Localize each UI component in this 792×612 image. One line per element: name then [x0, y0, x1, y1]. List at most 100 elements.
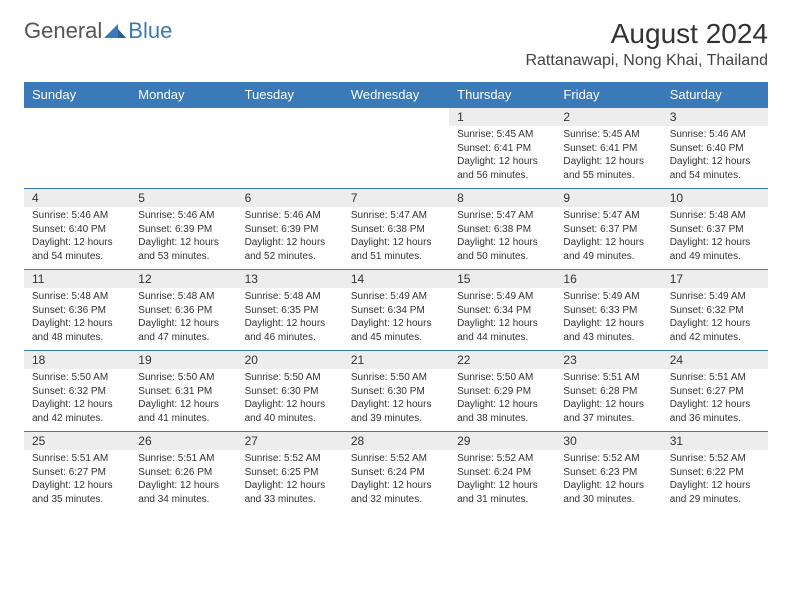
day-content-cell: Sunrise: 5:46 AMSunset: 6:40 PMDaylight:…: [24, 207, 130, 270]
day-number-cell: 15: [449, 270, 555, 289]
day-number: 13: [237, 270, 343, 288]
day-content-cell: Sunrise: 5:52 AMSunset: 6:25 PMDaylight:…: [237, 450, 343, 512]
day-number-cell: 10: [662, 189, 768, 208]
day-number-cell: 5: [130, 189, 236, 208]
day-number: 19: [130, 351, 236, 369]
day-content-cell: Sunrise: 5:52 AMSunset: 6:24 PMDaylight:…: [449, 450, 555, 512]
day-number: 9: [555, 189, 661, 207]
day-content-row: Sunrise: 5:48 AMSunset: 6:36 PMDaylight:…: [24, 288, 768, 351]
day-number-cell: 20: [237, 351, 343, 370]
day-number-cell: 16: [555, 270, 661, 289]
day-number: 26: [130, 432, 236, 450]
day-content-cell: Sunrise: 5:48 AMSunset: 6:36 PMDaylight:…: [130, 288, 236, 351]
day-content-cell: Sunrise: 5:52 AMSunset: 6:24 PMDaylight:…: [343, 450, 449, 512]
title-block: August 2024 Rattanawapi, Nong Khai, Thai…: [525, 18, 768, 70]
day-content: Sunrise: 5:47 AMSunset: 6:38 PMDaylight:…: [343, 207, 449, 269]
day-number-cell: 18: [24, 351, 130, 370]
empty-day-content: [130, 126, 236, 189]
day-content: Sunrise: 5:48 AMSunset: 6:35 PMDaylight:…: [237, 288, 343, 350]
day-content: Sunrise: 5:45 AMSunset: 6:41 PMDaylight:…: [555, 126, 661, 188]
calendar-head: SundayMondayTuesdayWednesdayThursdayFrid…: [24, 82, 768, 108]
day-number: 28: [343, 432, 449, 450]
logo-text-general: General: [24, 18, 102, 44]
day-content-cell: Sunrise: 5:49 AMSunset: 6:32 PMDaylight:…: [662, 288, 768, 351]
day-content: Sunrise: 5:51 AMSunset: 6:27 PMDaylight:…: [24, 450, 130, 512]
day-number-cell: 12: [130, 270, 236, 289]
day-content-cell: Sunrise: 5:48 AMSunset: 6:36 PMDaylight:…: [24, 288, 130, 351]
day-number: 20: [237, 351, 343, 369]
empty-day-number: [343, 108, 449, 127]
day-content: Sunrise: 5:46 AMSunset: 6:40 PMDaylight:…: [24, 207, 130, 269]
day-number-cell: 17: [662, 270, 768, 289]
day-number: 31: [662, 432, 768, 450]
day-content: Sunrise: 5:52 AMSunset: 6:23 PMDaylight:…: [555, 450, 661, 512]
header: General Blue August 2024 Rattanawapi, No…: [24, 18, 768, 70]
day-number: 3: [662, 108, 768, 126]
day-content-row: Sunrise: 5:46 AMSunset: 6:40 PMDaylight:…: [24, 207, 768, 270]
empty-day-number: [24, 108, 130, 127]
day-content-cell: Sunrise: 5:49 AMSunset: 6:33 PMDaylight:…: [555, 288, 661, 351]
day-number: 18: [24, 351, 130, 369]
day-number-cell: 27: [237, 432, 343, 451]
day-content-cell: Sunrise: 5:50 AMSunset: 6:31 PMDaylight:…: [130, 369, 236, 432]
day-number: 2: [555, 108, 661, 126]
day-number-cell: 24: [662, 351, 768, 370]
day-content: Sunrise: 5:52 AMSunset: 6:22 PMDaylight:…: [662, 450, 768, 512]
day-number-cell: 19: [130, 351, 236, 370]
day-number: 25: [24, 432, 130, 450]
day-content: Sunrise: 5:45 AMSunset: 6:41 PMDaylight:…: [449, 126, 555, 188]
day-number-cell: 2: [555, 108, 661, 127]
day-number: 12: [130, 270, 236, 288]
day-content: Sunrise: 5:48 AMSunset: 6:36 PMDaylight:…: [130, 288, 236, 350]
day-content: Sunrise: 5:50 AMSunset: 6:30 PMDaylight:…: [343, 369, 449, 431]
day-content-cell: Sunrise: 5:46 AMSunset: 6:40 PMDaylight:…: [662, 126, 768, 189]
day-content-cell: Sunrise: 5:49 AMSunset: 6:34 PMDaylight:…: [343, 288, 449, 351]
day-number: 30: [555, 432, 661, 450]
day-content-cell: Sunrise: 5:45 AMSunset: 6:41 PMDaylight:…: [555, 126, 661, 189]
day-number: 21: [343, 351, 449, 369]
day-number: 8: [449, 189, 555, 207]
day-content-cell: Sunrise: 5:46 AMSunset: 6:39 PMDaylight:…: [130, 207, 236, 270]
day-content: Sunrise: 5:49 AMSunset: 6:33 PMDaylight:…: [555, 288, 661, 350]
weekday-header: Wednesday: [343, 82, 449, 108]
day-content: Sunrise: 5:49 AMSunset: 6:34 PMDaylight:…: [449, 288, 555, 350]
day-number-cell: 11: [24, 270, 130, 289]
day-content-cell: Sunrise: 5:49 AMSunset: 6:34 PMDaylight:…: [449, 288, 555, 351]
day-content-row: Sunrise: 5:51 AMSunset: 6:27 PMDaylight:…: [24, 450, 768, 512]
day-number-cell: 29: [449, 432, 555, 451]
day-content: Sunrise: 5:46 AMSunset: 6:39 PMDaylight:…: [237, 207, 343, 269]
day-content: Sunrise: 5:51 AMSunset: 6:28 PMDaylight:…: [555, 369, 661, 431]
day-content: Sunrise: 5:51 AMSunset: 6:26 PMDaylight:…: [130, 450, 236, 512]
day-content: Sunrise: 5:52 AMSunset: 6:25 PMDaylight:…: [237, 450, 343, 512]
day-content: Sunrise: 5:46 AMSunset: 6:40 PMDaylight:…: [662, 126, 768, 188]
day-number-cell: 9: [555, 189, 661, 208]
day-content-cell: Sunrise: 5:51 AMSunset: 6:28 PMDaylight:…: [555, 369, 661, 432]
day-content: Sunrise: 5:50 AMSunset: 6:29 PMDaylight:…: [449, 369, 555, 431]
weekday-header: Sunday: [24, 82, 130, 108]
day-number-cell: 4: [24, 189, 130, 208]
empty-day-number: [237, 108, 343, 127]
day-content: Sunrise: 5:48 AMSunset: 6:36 PMDaylight:…: [24, 288, 130, 350]
day-content: Sunrise: 5:47 AMSunset: 6:38 PMDaylight:…: [449, 207, 555, 269]
day-content: Sunrise: 5:52 AMSunset: 6:24 PMDaylight:…: [449, 450, 555, 512]
day-content: Sunrise: 5:50 AMSunset: 6:32 PMDaylight:…: [24, 369, 130, 431]
day-content-cell: Sunrise: 5:46 AMSunset: 6:39 PMDaylight:…: [237, 207, 343, 270]
day-content-row: Sunrise: 5:50 AMSunset: 6:32 PMDaylight:…: [24, 369, 768, 432]
empty-day-number: [130, 108, 236, 127]
day-number: 24: [662, 351, 768, 369]
day-number-cell: 8: [449, 189, 555, 208]
day-content: Sunrise: 5:49 AMSunset: 6:32 PMDaylight:…: [662, 288, 768, 350]
weekday-header: Friday: [555, 82, 661, 108]
day-content: Sunrise: 5:50 AMSunset: 6:30 PMDaylight:…: [237, 369, 343, 431]
day-number-cell: 14: [343, 270, 449, 289]
day-content-cell: Sunrise: 5:50 AMSunset: 6:32 PMDaylight:…: [24, 369, 130, 432]
day-content-cell: Sunrise: 5:50 AMSunset: 6:30 PMDaylight:…: [237, 369, 343, 432]
day-number: 16: [555, 270, 661, 288]
day-number: 4: [24, 189, 130, 207]
day-number-cell: 7: [343, 189, 449, 208]
day-number-cell: 3: [662, 108, 768, 127]
location-text: Rattanawapi, Nong Khai, Thailand: [525, 52, 768, 70]
day-number: 10: [662, 189, 768, 207]
day-content-cell: Sunrise: 5:50 AMSunset: 6:29 PMDaylight:…: [449, 369, 555, 432]
day-number-row: 45678910: [24, 189, 768, 208]
